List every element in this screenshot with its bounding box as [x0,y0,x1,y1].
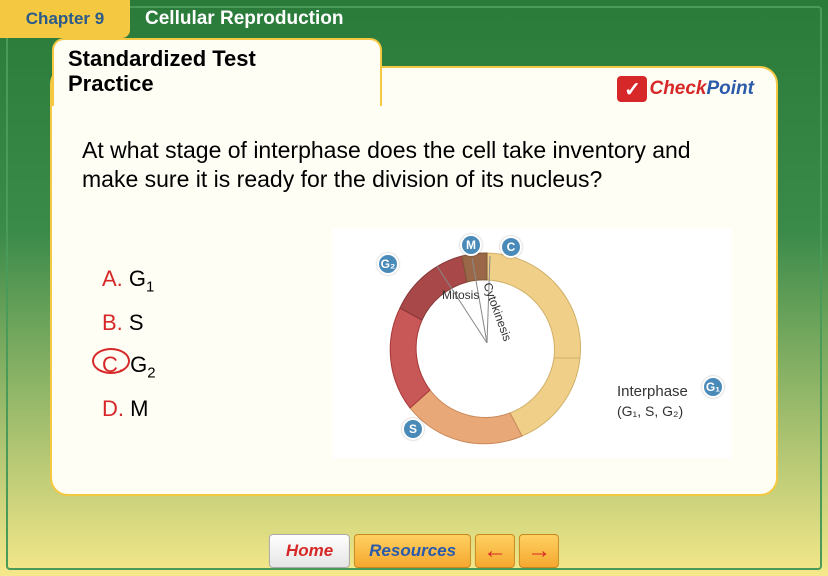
option-text: G [129,266,146,291]
options-list: A. G1 B. S C. G2 D. M [102,258,156,429]
interphase-label: Interphase [617,383,688,400]
phase-badge-s: S [402,418,424,440]
option-sub: 1 [146,278,154,295]
phase-badge-m: M [460,234,482,256]
resources-button[interactable]: Resources [354,534,471,568]
tab-line2: Practice [68,71,366,96]
option-letter: B. [102,310,123,335]
checkmark-icon: ✓ [617,76,647,102]
interphase-sublabel: (G₁, S, G₂) [617,403,683,419]
option-letter: D. [102,396,124,421]
card-tab: Standardized Test Practice [52,38,382,106]
checkpoint-logo: ✓ CheckPoint [617,76,754,102]
checkpoint-text: CheckPoint [649,78,754,100]
question-text: At what stage of interphase does the cel… [82,136,752,194]
option-text: G [130,352,147,377]
next-arrow-button[interactable]: → [519,534,559,568]
point-word: Point [707,78,755,100]
option-b[interactable]: B. S [102,302,156,344]
chapter-tab: Chapter 9 [0,0,130,38]
tab-line1: Standardized Test [68,46,366,71]
phase-badge-c: C [500,236,522,258]
option-letter: A. [102,266,123,291]
prev-arrow-button[interactable]: ← [475,534,515,568]
mitosis-label: Mitosis [442,288,479,302]
card-tab-title: Standardized Test Practice [68,46,366,97]
cell-cycle-diagram: G₂ M C G₁ S Mitosis Cytokinesis Interpha… [332,228,732,458]
option-text: M [130,396,148,421]
bottom-nav: Home Resources ← → [269,534,559,568]
correct-indicator-icon [92,348,130,374]
option-d[interactable]: D. M [102,388,156,430]
cycle-ring [362,238,612,448]
check-word: Check [649,78,706,100]
chapter-label: Chapter 9 [26,9,104,29]
option-text: S [129,310,144,335]
home-button[interactable]: Home [269,534,350,568]
option-c[interactable]: C. G2 [102,344,156,388]
content-card: Standardized Test Practice ✓ CheckPoint … [50,66,778,496]
phase-badge-g1: G₁ [702,376,724,398]
option-sub: 2 [147,364,155,381]
chapter-title: Cellular Reproduction [145,8,343,30]
phase-badge-g2: G₂ [377,253,399,275]
option-a[interactable]: A. G1 [102,258,156,302]
